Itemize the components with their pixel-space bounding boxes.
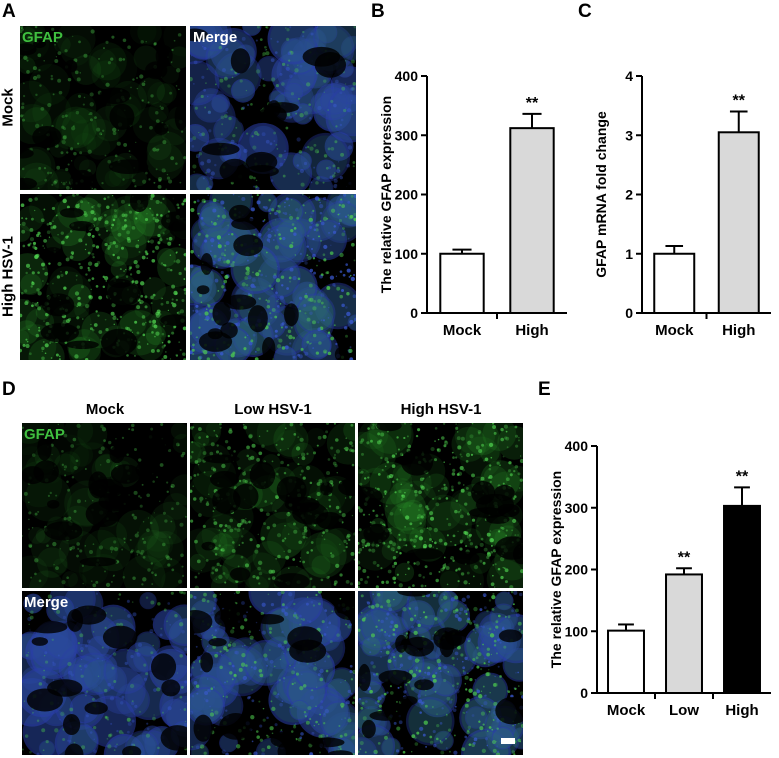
chart-E-ytick-label-2: 200: [565, 562, 589, 578]
panel-d-mock-gfap-image: [22, 423, 187, 588]
chart-B-ytick-label-0: 0: [410, 305, 418, 321]
chart-E-xlabel-high: High: [725, 702, 758, 719]
panel-d-mock-merge-image: [22, 591, 187, 755]
panel-a-merge-channel-label: Merge: [193, 29, 238, 46]
panel-a-label: A: [2, 1, 16, 22]
d-high-merge-texture: [358, 591, 523, 755]
panel-a-mock-gfap-image: [20, 26, 186, 190]
chart-E-bar-high: [723, 504, 761, 694]
scale-bar: [501, 738, 515, 744]
chart-E-ytick-label-1: 100: [565, 623, 589, 639]
chart-C-ytick-label-3: 3: [625, 127, 633, 143]
chart-C-bar-mock: [653, 252, 696, 314]
chart-E-bar-mock: [607, 629, 645, 695]
chart-E-xlabel-low: Low: [669, 702, 699, 719]
chart-C-ytick-label-0: 0: [625, 305, 633, 321]
panel-d-col-low-label: Low HSV-1: [234, 401, 312, 418]
chart-E-ylabel: The relative GFAP expression: [548, 471, 564, 668]
d-mock-merge-texture: [22, 591, 187, 755]
mock-merge-texture: [190, 26, 356, 190]
chart-C-bar-high: [717, 131, 760, 314]
chart-b: The relative GFAP expression 0 100 200 300 40…: [378, 68, 567, 339]
panel-d-high-gfap-image: [358, 423, 523, 588]
chart-C-ytick-label-2: 2: [625, 187, 633, 203]
panel-b-label: B: [371, 1, 385, 22]
chart-E-significance-2: **: [736, 468, 749, 485]
chart-C-ytick-label-4: 4: [625, 68, 633, 84]
d-high-gfap-texture: [358, 423, 523, 588]
chart-C-ytick-label-1: 1: [625, 246, 633, 262]
panel-d-col-mock-label: Mock: [85, 401, 125, 418]
chart-c: GFAP mRNA fold change 0 1 2 3 4 Mock ** High: [593, 68, 771, 339]
chart-E-xlabel-mock: Mock: [607, 702, 646, 719]
chart-B-ytick-label-1: 100: [395, 246, 419, 262]
panel-a-mock-merge-image: [190, 26, 356, 190]
panel-d-merge-channel-label: Merge: [24, 594, 69, 611]
chart-E-ytick-label-4: 400: [565, 438, 589, 454]
panel-d-low-gfap-image: [190, 423, 355, 588]
panel-d-label: D: [2, 379, 16, 400]
panel-d-gfap-channel-label: GFAP: [24, 426, 65, 443]
chart-E-bar-low: [665, 573, 703, 694]
chart-B-ytick-label-2: 200: [395, 187, 419, 203]
chart-E-ytick-label-3: 300: [565, 500, 589, 516]
panel-a-high-gfap-image: [20, 194, 186, 360]
chart-B-bar-mock: [439, 252, 485, 314]
panel-c-label: C: [578, 1, 592, 22]
panel-a-gfap-channel-label: GFAP: [22, 29, 63, 46]
chart-E-significance-1: **: [678, 549, 691, 566]
high-gfap-texture: [20, 194, 186, 360]
chart-e: The relative GFAP expression 0 100 200 300 40…: [548, 438, 771, 719]
mock-gfap-texture: [20, 26, 186, 190]
d-mock-gfap-texture: [22, 423, 187, 588]
panel-e-label: E: [538, 379, 551, 400]
chart-C-xlabel-mock: Mock: [655, 322, 694, 339]
chart-B-bar-high: [509, 127, 555, 314]
chart-B-xlabel-high: High: [515, 322, 548, 339]
high-merge-texture: [190, 194, 356, 360]
chart-C-ylabel: GFAP mRNA fold change: [593, 111, 609, 278]
chart-C-significance-1: **: [733, 93, 746, 110]
chart-B-ytick-label-3: 300: [395, 127, 419, 143]
chart-B-ytick-label-4: 400: [395, 68, 419, 84]
chart-C-xlabel-high: High: [722, 322, 755, 339]
panel-d-low-merge-image: [190, 591, 355, 755]
chart-E-ytick-label-0: 0: [580, 685, 588, 701]
chart-B-ylabel: The relative GFAP expression: [378, 96, 394, 293]
chart-B-significance-1: **: [526, 95, 539, 112]
panel-a-row-high-label: High HSV-1: [0, 236, 17, 317]
d-low-merge-texture: [190, 591, 355, 755]
panel-d-high-merge-image: [358, 591, 523, 755]
panel-a-row-mock-label: Mock: [0, 88, 17, 127]
d-low-gfap-texture: [190, 423, 355, 588]
chart-B-xlabel-mock: Mock: [443, 322, 482, 339]
panel-a-high-merge-image: [190, 194, 356, 360]
panel-d-col-high-label: High HSV-1: [400, 401, 482, 418]
